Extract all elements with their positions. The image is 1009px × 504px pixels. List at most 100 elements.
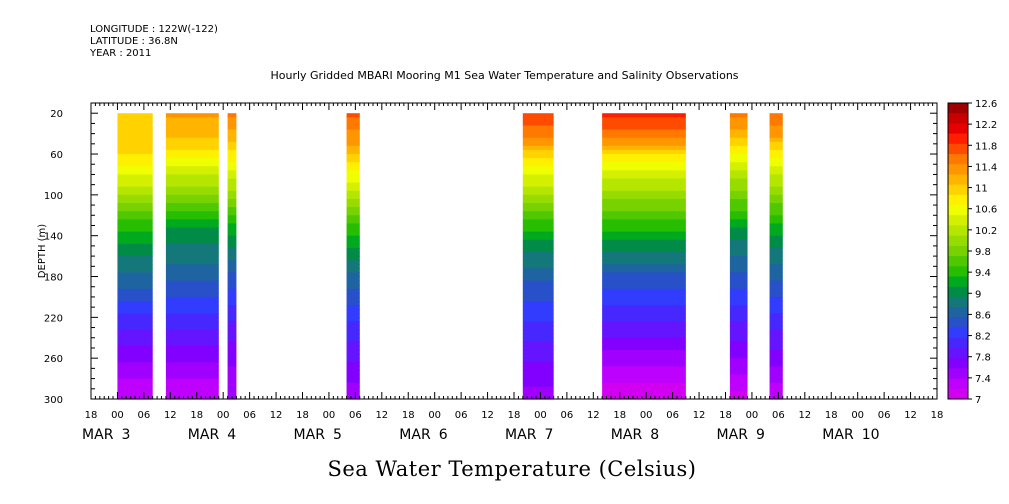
temperature-band [227, 145, 237, 151]
colorbar-swatch [948, 317, 968, 329]
temperature-band [165, 178, 219, 184]
temperature-band [769, 350, 783, 355]
colorbar-swatch [948, 286, 968, 298]
temperature-band [346, 145, 360, 151]
temperature-band [769, 321, 783, 327]
temperature-band [346, 162, 360, 167]
x-date-day: 6 [439, 427, 448, 443]
temperature-band [165, 182, 219, 188]
temperature-band [346, 305, 360, 310]
temperature-band [769, 305, 783, 310]
x-hour-label: 00 [746, 410, 759, 421]
temperature-band [346, 129, 360, 135]
temperature-band [769, 227, 783, 233]
temperature-band [602, 337, 686, 343]
temperature-band [602, 235, 686, 241]
temperature-band [346, 280, 360, 286]
x-date-month: MAR [294, 427, 326, 443]
temperature-band [522, 207, 554, 212]
temperature-band [522, 370, 554, 376]
temperature-band [522, 301, 554, 306]
temperature-band [346, 329, 360, 335]
y-tick-label: 300 [44, 395, 63, 406]
temperature-band [117, 268, 153, 274]
temperature-band [117, 366, 153, 372]
temperature-band [165, 378, 219, 384]
temperature-band [729, 325, 748, 331]
temperature-band [117, 203, 153, 208]
temperature-band [729, 305, 748, 310]
temperature-band [769, 394, 783, 400]
temperature-band [117, 378, 153, 384]
temperature-band [602, 117, 686, 122]
temperature-band [227, 337, 237, 343]
temperature-band [602, 219, 686, 225]
temperature-band [522, 235, 554, 241]
temperature-band [165, 198, 219, 204]
temperature-band [729, 207, 748, 212]
temperature-band [346, 268, 360, 274]
temperature-band [522, 211, 554, 216]
colorbar-swatch [948, 225, 968, 237]
temperature-band [729, 378, 748, 384]
temperature-band [346, 247, 360, 253]
x-hour-label: 00 [640, 410, 653, 421]
temperature-band [117, 313, 153, 318]
temperature-band [729, 350, 748, 355]
temperature-band [346, 252, 360, 257]
temperature-band [602, 280, 686, 286]
x-hour-label: 06 [666, 410, 679, 421]
temperature-band [117, 186, 153, 192]
temperature-band [522, 198, 554, 204]
temperature-band [729, 288, 748, 294]
temperature-band [769, 260, 783, 265]
temperature-band [729, 272, 748, 278]
x-date-day: 5 [333, 427, 342, 443]
temperature-band [165, 158, 219, 163]
x-hour-label: 18 [719, 410, 732, 421]
temperature-band [227, 260, 237, 265]
temperature-band [522, 288, 554, 294]
temperature-band [227, 374, 237, 380]
x-hour-label: 12 [904, 410, 917, 421]
temperature-band [729, 166, 748, 171]
temperature-band [522, 162, 554, 167]
temperature-band [729, 284, 748, 290]
y-tick-label: 60 [50, 150, 63, 161]
temperature-band [729, 313, 748, 318]
x-hour-label: 06 [349, 410, 362, 421]
temperature-band [602, 252, 686, 257]
temperature-band [729, 374, 748, 380]
temperature-band [165, 337, 219, 343]
temperature-band [346, 350, 360, 355]
temperature-band [522, 203, 554, 208]
temperature-band [769, 113, 783, 118]
temperature-band [346, 288, 360, 294]
temperature-band [165, 317, 219, 323]
temperature-band [769, 333, 783, 339]
temperature-band [165, 276, 219, 282]
temperature-band [117, 325, 153, 331]
temperature-band [165, 284, 219, 290]
x-hour-label: 12 [164, 410, 177, 421]
colorbar-swatch [948, 358, 968, 369]
temperature-band [522, 174, 554, 180]
temperature-band [769, 301, 783, 306]
temperature-band [602, 211, 686, 216]
temperature-band [522, 190, 554, 196]
temperature-band [602, 125, 686, 131]
temperature-band [729, 231, 748, 237]
temperature-band [165, 215, 219, 220]
temperature-band [117, 162, 153, 167]
temperature-band [117, 145, 153, 151]
temperature-band [602, 243, 686, 249]
x-date-day: 3 [121, 427, 130, 443]
data-segment-1 [117, 113, 153, 400]
temperature-band [165, 256, 219, 261]
temperature-band [117, 362, 153, 367]
temperature-band [602, 231, 686, 237]
temperature-band [227, 390, 237, 396]
colorbar-swatch [948, 154, 968, 165]
temperature-band [117, 121, 153, 127]
